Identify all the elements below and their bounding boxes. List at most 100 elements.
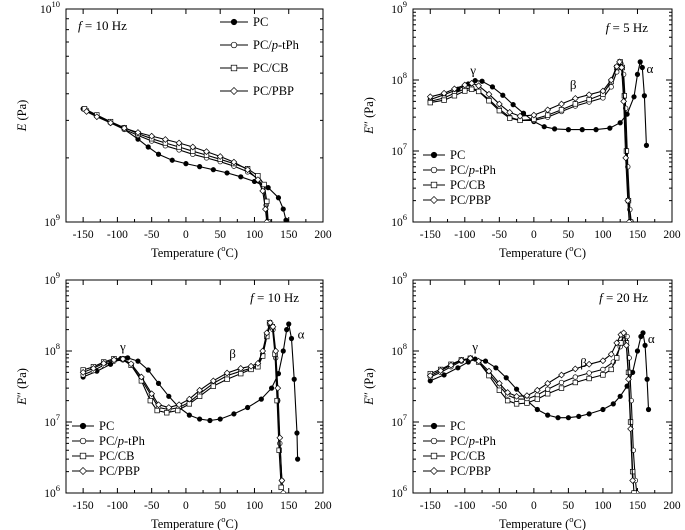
data-point — [224, 376, 230, 382]
y-tick-label: 109 — [44, 270, 60, 287]
data-point — [593, 127, 599, 133]
data-point — [486, 98, 492, 104]
legend-label: PC/CB — [450, 178, 485, 192]
data-point — [645, 406, 652, 413]
data-point — [620, 329, 628, 337]
data-point — [278, 484, 284, 491]
y-axis-label-symbol: E — [362, 126, 376, 135]
data-point — [283, 217, 289, 222]
y-tick-base: 10 — [44, 275, 56, 287]
x-tick-label: 150 — [629, 229, 647, 241]
data-point — [558, 379, 565, 386]
data-point — [641, 93, 647, 99]
legend-marker — [430, 422, 438, 430]
y-axis-label-unit: (Pa) — [362, 97, 376, 121]
x-axis-label-unit: C) — [574, 246, 587, 260]
transition-label: α — [646, 61, 653, 76]
data-point — [145, 367, 151, 373]
frequency-value: = 20 Hz — [603, 290, 648, 305]
legend-marker — [230, 41, 238, 49]
legend-label-italic: p — [117, 434, 124, 448]
y-tick-exponent: 6 — [403, 483, 407, 493]
legend-label: PC/p-tPh — [450, 163, 497, 177]
data-point — [496, 387, 502, 393]
x-tick-label: -100 — [454, 229, 475, 241]
series-pc-pbp — [83, 108, 271, 222]
y-tick-label: 108 — [391, 341, 407, 358]
data-point — [607, 125, 613, 131]
data-point — [196, 393, 203, 399]
y-tick-label: 109 — [391, 0, 407, 16]
data-point — [627, 425, 634, 433]
data-point — [496, 108, 502, 114]
legend-label-post: -tPh — [124, 434, 146, 448]
y-tick-base: 10 — [391, 4, 403, 16]
data-point — [586, 411, 592, 417]
data-point — [555, 415, 561, 421]
data-point — [639, 64, 645, 71]
x-tick-label: -50 — [144, 229, 160, 241]
data-point — [165, 404, 173, 411]
x-tick-label: 100 — [594, 500, 612, 512]
legend-label: PC/PBP — [450, 464, 491, 478]
data-point — [530, 111, 538, 119]
x-tick-label: 150 — [280, 500, 298, 512]
data-point — [175, 407, 181, 414]
y-tick-exponent: 9 — [56, 270, 60, 280]
legend-label-post: -tPh — [475, 163, 497, 177]
data-point — [427, 99, 433, 106]
legend-label-pre: PC/ — [450, 163, 469, 177]
legend-marker — [430, 166, 438, 174]
data-point — [479, 78, 485, 84]
data-point — [629, 477, 637, 484]
data-point — [585, 91, 593, 99]
y-tick-label: 107 — [391, 412, 407, 429]
data-point — [614, 355, 620, 361]
transition-label: β — [570, 77, 577, 92]
plot-frame — [65, 8, 324, 223]
data-point — [79, 369, 87, 376]
x-axis-label-degree: o — [569, 514, 573, 524]
data-point — [475, 82, 482, 90]
data-point — [623, 148, 630, 154]
data-point — [83, 108, 90, 115]
frequency-annotation: f = 5 Hz — [606, 20, 649, 35]
data-point — [196, 386, 204, 394]
plot-area — [426, 329, 652, 493]
y-tick-base: 10 — [391, 346, 403, 358]
legend-marker — [79, 422, 87, 430]
data-point — [495, 380, 503, 387]
data-point — [624, 197, 632, 204]
data-point — [623, 342, 630, 349]
x-tick-label: -50 — [492, 500, 508, 512]
data-point — [631, 490, 637, 493]
data-point — [100, 359, 108, 367]
x-axis-label: Temperature (oC) — [499, 514, 586, 530]
legend-label-pre: PC/PBP — [253, 84, 294, 98]
data-point — [244, 166, 251, 174]
data-point — [571, 365, 579, 373]
data-point — [272, 347, 280, 355]
data-point — [166, 393, 172, 399]
data-point — [259, 347, 267, 355]
x-axis-label-unit: C) — [226, 246, 239, 260]
data-point — [451, 93, 458, 99]
data-point — [469, 86, 475, 92]
data-point — [291, 376, 297, 382]
data-point — [451, 85, 458, 93]
frequency-symbol: f — [606, 20, 612, 35]
data-point — [607, 350, 615, 358]
legend-marker — [430, 196, 438, 204]
legend-marker — [430, 467, 438, 475]
y-tick-base: 10 — [391, 217, 403, 229]
legend-label-pre: PC/PBP — [99, 464, 140, 478]
data-point — [210, 383, 216, 389]
data-point — [280, 490, 286, 493]
legend-marker — [430, 151, 438, 159]
data-point — [608, 84, 614, 90]
data-point — [541, 124, 547, 130]
x-axis-label-text: Temperature ( — [151, 246, 221, 260]
x-axis-label-degree: o — [221, 514, 225, 524]
transition-label: α — [648, 331, 655, 346]
